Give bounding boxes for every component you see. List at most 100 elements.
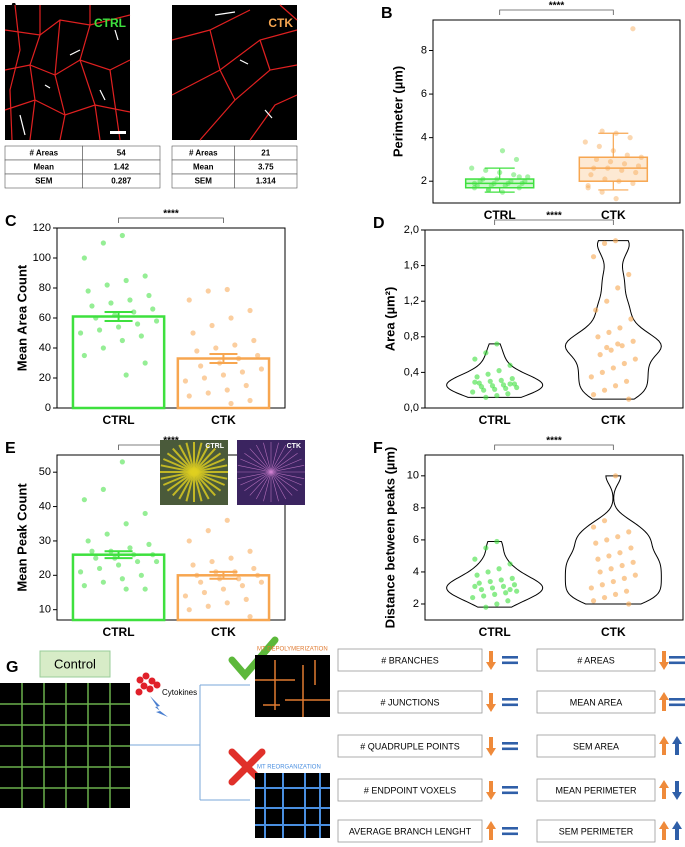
data-point bbox=[516, 174, 522, 180]
table-text: Mean bbox=[193, 163, 214, 172]
data-point bbox=[601, 594, 608, 601]
metric-label: # AREAS bbox=[577, 655, 615, 665]
data-point bbox=[494, 392, 500, 399]
y-tick-label: 50 bbox=[39, 466, 51, 478]
panel-letter: F bbox=[373, 440, 383, 457]
y-tick-label: 0,4 bbox=[404, 366, 419, 378]
violin bbox=[446, 343, 544, 398]
data-point bbox=[247, 548, 253, 554]
table-text: 1.42 bbox=[113, 163, 129, 172]
data-point bbox=[623, 588, 630, 594]
data-point bbox=[499, 148, 506, 154]
microtubule-fragment bbox=[214, 11, 236, 16]
trend-arrow bbox=[672, 736, 682, 755]
data-point bbox=[186, 393, 192, 399]
metric-box bbox=[337, 819, 483, 843]
inset-ray bbox=[160, 464, 228, 480]
data-point bbox=[483, 167, 489, 173]
data-point bbox=[142, 510, 148, 517]
trend-arrow bbox=[486, 781, 496, 800]
table-text: 21 bbox=[261, 149, 270, 158]
equal-sign bbox=[669, 661, 685, 665]
y-axis-label: Mean Area Count bbox=[14, 264, 29, 371]
trend-arrow bbox=[486, 821, 496, 840]
data-point bbox=[593, 307, 599, 313]
data-point bbox=[507, 586, 513, 593]
network-line bbox=[209, 29, 236, 101]
table-text: Mean bbox=[34, 163, 55, 172]
data-point bbox=[146, 541, 152, 547]
data-point bbox=[628, 545, 634, 551]
trend-arrow bbox=[486, 693, 496, 712]
data-point bbox=[590, 524, 597, 530]
trend-arrow bbox=[672, 821, 682, 840]
data-point bbox=[606, 553, 612, 559]
data-point bbox=[503, 385, 509, 392]
network-line bbox=[171, 29, 298, 96]
data-point bbox=[498, 377, 504, 384]
x-tick-label: CTK bbox=[601, 625, 626, 639]
y-tick-label: 1,2 bbox=[404, 295, 419, 307]
data-point bbox=[228, 400, 234, 407]
table-text: SEM bbox=[35, 177, 53, 186]
data-point bbox=[615, 534, 621, 540]
network-line bbox=[79, 5, 101, 141]
data-point bbox=[621, 161, 628, 167]
plot-frame bbox=[424, 454, 684, 621]
panel-letter: E bbox=[5, 440, 16, 457]
data-point bbox=[150, 306, 156, 312]
trend-arrow bbox=[659, 692, 669, 711]
data-point bbox=[255, 352, 261, 359]
metric-box bbox=[536, 778, 656, 802]
inset-ray bbox=[237, 465, 305, 479]
data-point bbox=[604, 298, 610, 304]
network-line bbox=[4, 59, 131, 76]
y-tick-label: 60 bbox=[39, 312, 51, 324]
data-point bbox=[511, 172, 517, 178]
equal-sign bbox=[502, 832, 518, 836]
data-point bbox=[228, 555, 234, 561]
data-point bbox=[236, 576, 242, 582]
equal-sign bbox=[502, 747, 518, 751]
data-point bbox=[507, 362, 513, 368]
y-tick-label: 10 bbox=[407, 470, 419, 482]
y-tick-label: 80 bbox=[39, 282, 51, 294]
data-point bbox=[224, 387, 230, 393]
trend-arrow bbox=[486, 651, 496, 670]
significance-bracket bbox=[499, 9, 614, 15]
data-point bbox=[617, 325, 623, 331]
data-point bbox=[633, 169, 639, 176]
data-point bbox=[623, 378, 630, 384]
image-label: CTK bbox=[268, 16, 293, 30]
network-line bbox=[29, 5, 41, 141]
data-point bbox=[251, 565, 257, 572]
cytokine bbox=[135, 688, 143, 696]
data-point bbox=[470, 389, 476, 395]
data-point bbox=[632, 572, 638, 578]
significance-label: **** bbox=[546, 436, 562, 447]
network-line bbox=[259, 39, 271, 71]
data-point bbox=[194, 572, 200, 578]
data-point bbox=[509, 376, 515, 382]
network-line bbox=[9, 4, 21, 141]
data-point bbox=[514, 384, 520, 391]
y-tick-label: 120 bbox=[33, 222, 51, 234]
table-text: SEM bbox=[195, 177, 213, 186]
violin bbox=[564, 240, 662, 400]
equal-sign bbox=[502, 656, 518, 659]
data-point bbox=[608, 347, 614, 353]
x-tick-label: CTK bbox=[211, 625, 236, 639]
cytokines-label: Cytokines bbox=[162, 688, 197, 697]
equal-sign bbox=[669, 656, 685, 659]
trend-arrow bbox=[659, 821, 669, 840]
scale-bar bbox=[110, 131, 126, 134]
y-tick-label: 20 bbox=[39, 372, 51, 384]
data-point bbox=[615, 285, 621, 291]
y-tick-label: 6 bbox=[413, 534, 419, 546]
metric-box bbox=[337, 690, 483, 714]
trend-arrow bbox=[659, 651, 669, 670]
data-point bbox=[220, 372, 227, 378]
data-point bbox=[494, 341, 500, 347]
bar bbox=[176, 574, 271, 622]
